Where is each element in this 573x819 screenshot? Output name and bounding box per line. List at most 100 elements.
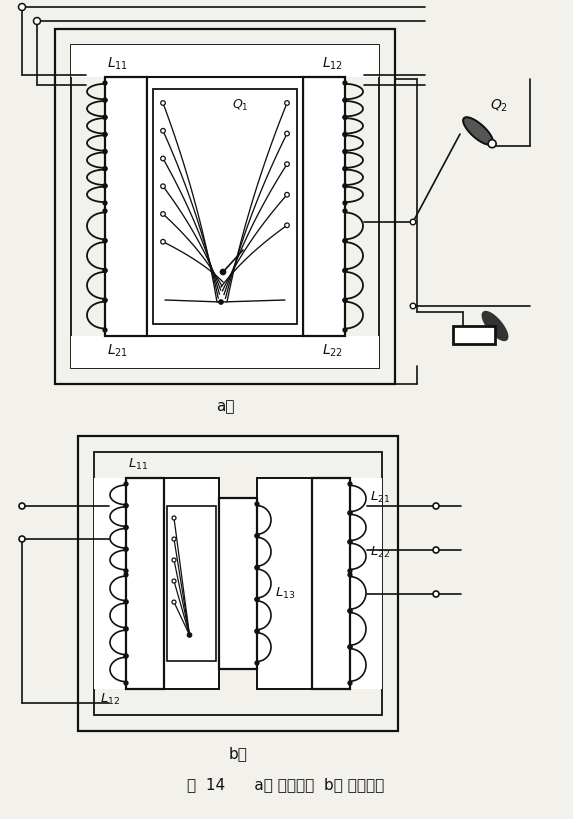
- Circle shape: [343, 82, 347, 86]
- Circle shape: [103, 185, 107, 188]
- Circle shape: [103, 269, 107, 273]
- Circle shape: [219, 301, 223, 305]
- Text: $L_{12}$: $L_{12}$: [100, 691, 120, 706]
- Bar: [167, 506, 216, 661]
- Circle shape: [348, 645, 352, 649]
- Circle shape: [160, 157, 165, 161]
- Circle shape: [255, 534, 259, 538]
- Circle shape: [103, 240, 107, 243]
- Circle shape: [160, 185, 165, 189]
- Circle shape: [285, 132, 289, 137]
- Circle shape: [255, 662, 259, 665]
- Text: $L_{11}$: $L_{11}$: [107, 56, 128, 72]
- Circle shape: [187, 633, 191, 637]
- Circle shape: [433, 591, 439, 597]
- Circle shape: [124, 505, 128, 508]
- Circle shape: [103, 299, 107, 303]
- Circle shape: [285, 102, 289, 106]
- Circle shape: [172, 600, 176, 604]
- Circle shape: [103, 82, 107, 86]
- Text: $L_{12}$: $L_{12}$: [322, 56, 343, 72]
- Circle shape: [343, 240, 347, 243]
- Circle shape: [410, 220, 416, 225]
- Circle shape: [124, 627, 128, 631]
- Circle shape: [255, 566, 259, 570]
- Circle shape: [124, 482, 128, 486]
- Circle shape: [255, 598, 259, 601]
- Circle shape: [343, 299, 347, 303]
- Circle shape: [285, 163, 289, 167]
- Text: $Q_1$: $Q_1$: [232, 98, 249, 113]
- Bar: [71, 337, 379, 369]
- Circle shape: [124, 600, 128, 604]
- Circle shape: [103, 116, 107, 120]
- Polygon shape: [482, 312, 508, 341]
- Circle shape: [103, 210, 107, 214]
- Circle shape: [172, 516, 176, 520]
- Circle shape: [160, 212, 165, 217]
- Circle shape: [103, 328, 107, 333]
- Bar: [312, 478, 350, 689]
- Circle shape: [343, 151, 347, 154]
- Circle shape: [255, 598, 259, 601]
- Circle shape: [103, 133, 107, 137]
- Bar: [153, 90, 297, 324]
- Circle shape: [343, 240, 347, 243]
- Circle shape: [348, 482, 352, 486]
- Bar: [71, 46, 379, 78]
- Bar: [147, 78, 303, 337]
- Text: $L_{13}$: $L_{13}$: [275, 585, 296, 600]
- Circle shape: [285, 193, 289, 197]
- Circle shape: [343, 299, 347, 303]
- Circle shape: [410, 304, 416, 310]
- Circle shape: [103, 185, 107, 188]
- Circle shape: [103, 168, 107, 171]
- Polygon shape: [463, 118, 493, 146]
- Circle shape: [124, 569, 128, 573]
- Circle shape: [343, 168, 347, 171]
- Circle shape: [255, 566, 259, 570]
- Circle shape: [221, 270, 226, 275]
- Circle shape: [124, 526, 128, 530]
- Circle shape: [103, 133, 107, 137]
- Text: $L_{21}$: $L_{21}$: [107, 342, 128, 359]
- Circle shape: [433, 547, 439, 554]
- Circle shape: [343, 99, 347, 103]
- Bar: [453, 327, 495, 345]
- Circle shape: [124, 573, 128, 577]
- Circle shape: [172, 579, 176, 583]
- Circle shape: [488, 141, 496, 148]
- Circle shape: [285, 224, 289, 229]
- Circle shape: [343, 269, 347, 273]
- Text: $L_{22}$: $L_{22}$: [370, 544, 390, 559]
- Circle shape: [103, 151, 107, 154]
- Circle shape: [124, 654, 128, 658]
- Circle shape: [124, 600, 128, 604]
- Circle shape: [172, 537, 176, 541]
- Circle shape: [343, 151, 347, 154]
- Circle shape: [343, 210, 347, 214]
- Circle shape: [343, 185, 347, 188]
- Circle shape: [348, 609, 352, 613]
- Circle shape: [124, 505, 128, 508]
- Text: $L_{11}$: $L_{11}$: [128, 456, 148, 472]
- Circle shape: [348, 569, 352, 573]
- Circle shape: [160, 240, 165, 245]
- Circle shape: [255, 534, 259, 538]
- Bar: [303, 78, 345, 337]
- Bar: [257, 478, 312, 689]
- Circle shape: [348, 609, 352, 613]
- Text: $L_{21}$: $L_{21}$: [370, 489, 390, 504]
- Circle shape: [343, 116, 347, 120]
- Circle shape: [348, 512, 352, 515]
- Text: b）: b）: [229, 745, 248, 760]
- Circle shape: [343, 133, 347, 137]
- Circle shape: [343, 133, 347, 137]
- Circle shape: [343, 99, 347, 103]
- Circle shape: [433, 504, 439, 509]
- Circle shape: [348, 512, 352, 515]
- Bar: [126, 478, 164, 689]
- Circle shape: [124, 548, 128, 551]
- Circle shape: [172, 559, 176, 563]
- Circle shape: [343, 185, 347, 188]
